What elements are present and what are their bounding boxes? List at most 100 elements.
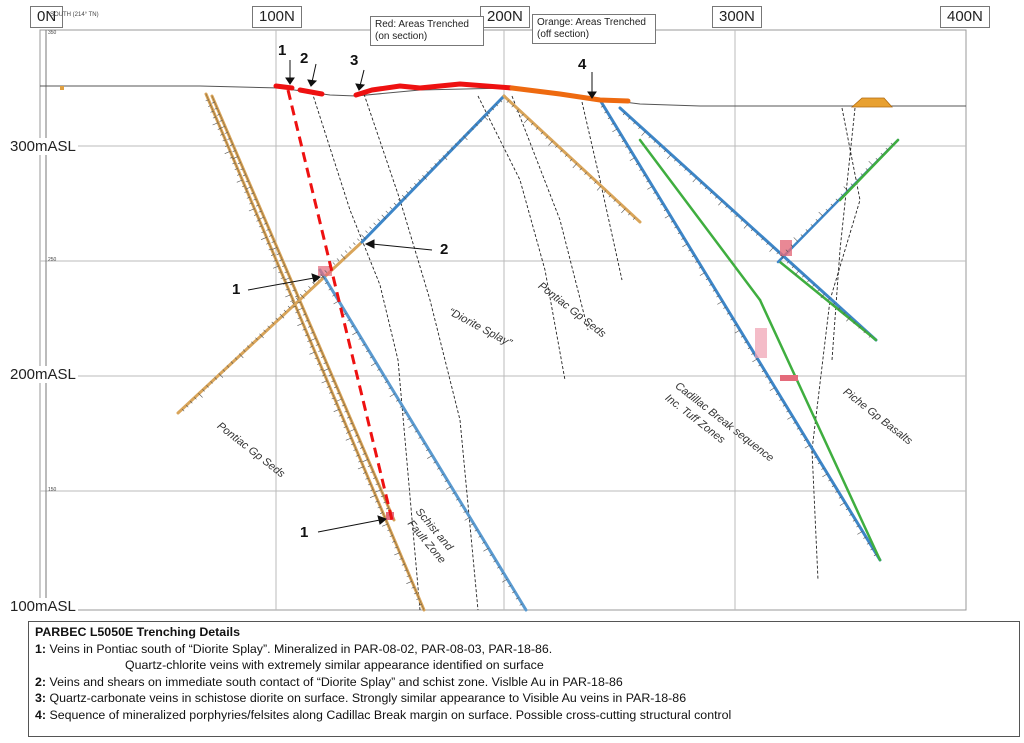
assay-tick [805,229,809,232]
assay-tick [219,119,223,122]
assay-tick [275,317,279,321]
northing-400N: 400N [940,6,990,28]
assay-tick [628,151,632,154]
assay-tick [314,357,318,360]
assay-tick [280,277,284,279]
assay-tick [699,182,703,185]
assay-tick [266,228,270,231]
assay-tick [373,222,376,226]
assay-tick [375,489,382,493]
assay-tick [394,552,400,556]
assay-tick [397,198,401,202]
assay-tick [362,343,366,346]
assay-tick [370,471,374,474]
assay-tick [850,183,854,186]
fault-lines [311,91,861,611]
assay-tick [698,266,702,269]
assay-tick [310,331,314,334]
section-frame [39,29,967,611]
assay-tick [611,122,615,125]
assay-tick [750,228,754,232]
assay-tick [418,436,422,439]
assay-tick [800,433,804,436]
assay-tick [380,495,384,498]
assay-tick [387,529,391,532]
assay-tick [718,200,723,206]
assay-tick [370,362,377,367]
assay-tick [248,208,255,212]
assay-tick [638,126,641,129]
assay-tick [458,139,462,142]
assay-tick [885,147,889,151]
assay-tick [800,234,804,237]
assay-tick [681,237,685,240]
assay-tick [793,421,797,424]
assay-tick [434,163,438,166]
assay-tick [379,512,383,514]
assay-tick [271,241,275,243]
assay-tick [331,397,335,400]
assay-tick [584,172,587,175]
assay-tick [345,437,352,441]
northing-0N: 0N [30,6,64,28]
assay-tick [612,128,618,133]
assay-tick [348,246,352,249]
assay-tick [414,430,418,433]
assay-tick [198,392,203,398]
assay-tick [332,262,336,265]
assay-tick [253,198,257,201]
assay-tick [863,536,867,539]
assay-tick [493,560,497,563]
assay-tick [328,288,332,291]
assay-tick [230,361,234,364]
assay-tick [508,585,512,588]
assay-tick [240,168,244,171]
legend-title: PARBEC L5050E Trenching Details [35,625,240,639]
assay-tick [353,242,356,245]
assay-tick [769,246,774,252]
assay-tick [375,483,379,486]
assay-tick [358,337,362,340]
assay-tick [341,420,345,423]
assay-tick [344,410,348,413]
assay-tick [245,180,249,183]
assay-tick [530,122,534,126]
assay-tick [350,325,354,328]
assay-tick [242,174,246,177]
assay-tick [211,101,215,104]
assay-tick [674,158,677,162]
assay-tick [329,391,333,394]
assay-tick [365,350,369,353]
assay-tick [768,381,772,384]
assay-tick [483,115,489,121]
assay-tick [648,135,651,139]
assay-tick [827,298,831,301]
elev-200: 200mASL [8,366,78,383]
assay-tick [716,295,720,298]
assay-tick [781,256,785,259]
assay-tick [674,226,678,229]
assay-tick [312,282,315,285]
assay-tick [385,210,389,214]
assay-tick [247,345,250,348]
assay-tick [832,302,836,306]
assay-tick [860,173,864,176]
assay-tick [343,426,347,428]
assay-tick [297,307,304,311]
assay-tick [705,277,709,281]
assay-tick [766,242,769,245]
assay-tick [309,345,313,348]
assay-tick [357,238,360,242]
assay-tick [835,490,839,493]
assay-tick [689,172,692,176]
legend-item-2: 2: Veins and shears on immediate south c… [35,674,623,689]
assay-tick [621,139,625,143]
assay-tick [279,259,283,262]
assay-tick [613,199,616,202]
assay-tick [890,142,894,146]
assay-tick [499,99,503,103]
assay-tick [218,373,224,378]
assay-tick [523,118,529,124]
assay-tick [463,510,467,513]
assay-tick [388,387,392,390]
